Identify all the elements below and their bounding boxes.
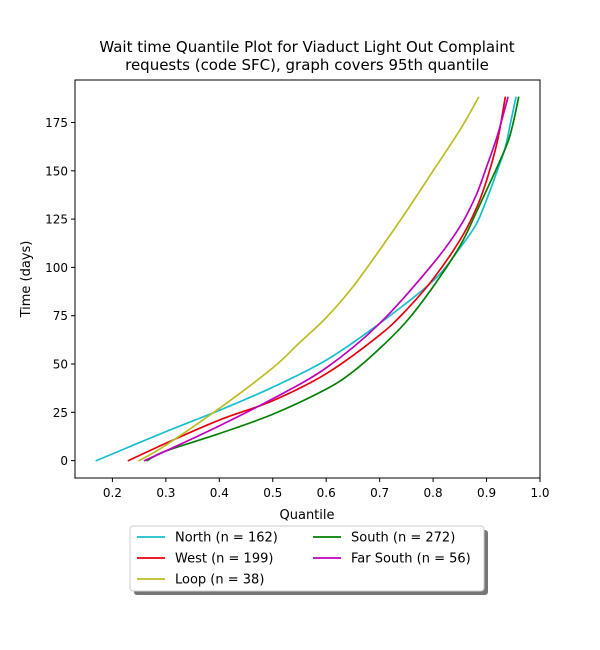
x-axis-label: Quantile [280,508,335,523]
y-tick-label: 100 [45,261,68,275]
chart-title-line-1: Wait time Quantile Plot for Viaduct Ligh… [99,38,514,56]
y-tick-label: 25 [53,406,68,420]
axes-frame [74,79,541,479]
y-tick-label: 50 [53,358,68,372]
plot-area: 0.2 0.3 0.4 0.5 0.6 0.7 0.8 0.9 1.0 0 25 50 75 100 12… [45,79,550,500]
legend-box [129,525,485,592]
y-tick-label: 150 [45,164,68,178]
x-tick-label: 0.7 [370,486,389,500]
legend-label: West (n = 199) [175,552,273,567]
x-tick-label: 1.0 [530,486,549,500]
x-tick-label: 0.4 [210,486,229,500]
y-tick-label: 125 [45,213,68,227]
y-tick-label: 75 [53,309,68,323]
y-tick-label: 0 [60,454,68,468]
x-tick-label: 0.9 [477,486,496,500]
chart-title-line-2: requests (code SFC), graph covers 95th q… [125,56,489,74]
x-tick-label: 0.8 [424,486,443,500]
series-line-1 [127,96,507,462]
series-layer [95,96,520,462]
legend-items: North (n = 162) West (n = 199) Loop (n = 3… [137,531,471,588]
y-axis-label: Time (days) [19,241,34,319]
x-tick-label: 0.3 [156,486,175,500]
legend-label: South (n = 272) [351,531,455,546]
x-tick-label: 0.2 [103,486,122,500]
series-line-3 [146,96,520,462]
legend-label: Far South (n = 56) [351,552,471,567]
legend: North (n = 162) West (n = 199) Loop (n = 3… [129,525,488,595]
legend-label: Loop (n = 38) [175,573,264,588]
x-tick-label: 0.5 [263,486,282,500]
legend-label: North (n = 162) [175,531,278,546]
x-tick-label: 0.6 [317,486,336,500]
y-ticks: 0 25 50 75 100 125 150 175 [45,116,75,468]
series-line-2 [138,96,480,462]
series-line-4 [143,96,509,462]
x-ticks: 0.2 0.3 0.4 0.5 0.6 0.7 0.8 0.9 1.0 [103,478,550,500]
y-tick-label: 175 [45,116,68,130]
